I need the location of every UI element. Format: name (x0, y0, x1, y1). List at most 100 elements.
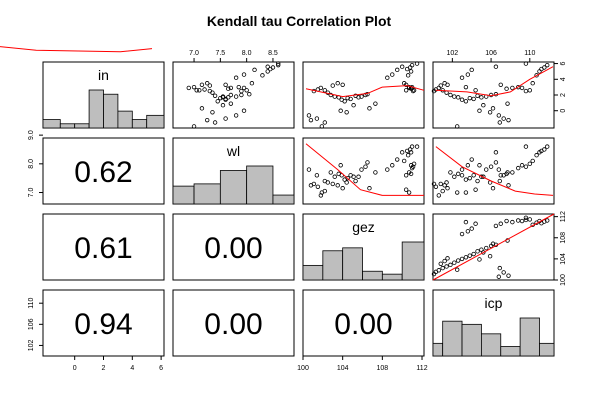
point-wl-icp-29 (431, 181, 437, 187)
point-wl-gez-4 (405, 153, 411, 158)
point-wl-icp-42 (501, 173, 506, 178)
point-in-icp-7 (523, 88, 529, 94)
point-wl-icp-37 (469, 157, 474, 162)
point-in-icp-30 (473, 88, 478, 93)
point-gez-icp-29 (431, 271, 437, 277)
point-gez-icp-9 (515, 218, 521, 223)
point-in-gez-38 (399, 64, 405, 69)
smooth-line-in-wl (0, 46, 153, 53)
point-in-icp-11 (504, 86, 509, 91)
left-tick-label-icp-1: 106 (28, 318, 35, 330)
point-in-icp-46 (506, 117, 511, 123)
correlation-gez-in: 0.61 (74, 232, 132, 265)
point-gez-icp-7 (523, 217, 529, 223)
point-gez-icp-41 (496, 274, 502, 279)
point-in-wl-8 (241, 85, 247, 91)
point-in-wl-36 (241, 72, 247, 77)
point-wl-gez-42 (314, 173, 320, 178)
point-gez-icp-22 (455, 258, 461, 263)
point-wl-icp-23 (452, 174, 457, 179)
point-in-wl-35 (233, 75, 239, 80)
point-in-icp-42 (501, 116, 506, 121)
point-in-icp-48 (455, 124, 460, 129)
point-in-gez-18 (348, 96, 353, 102)
tick-label-icp-1: 106 (485, 50, 497, 57)
histogram-bar-in-3 (88, 89, 104, 129)
point-in-gez-35 (385, 75, 390, 80)
point-in-gez-12 (403, 82, 409, 87)
point-in-gez-2 (404, 66, 410, 72)
point-in-wl-27 (186, 85, 191, 91)
histogram-bar-in-2 (74, 123, 90, 129)
point-in-wl-10 (228, 85, 234, 91)
point-in-wl-5 (249, 81, 255, 86)
point-wl-gez-40 (338, 163, 343, 168)
point-gez-icp-26 (440, 265, 445, 271)
right-tick-label-in-0: 0 (560, 109, 567, 113)
tick-label-gez-1: 104 (337, 365, 349, 372)
point-in-wl-3 (265, 69, 270, 74)
point-wl-icp-25 (444, 180, 449, 185)
point-in-icp-43 (497, 120, 502, 125)
point-gez-icp-19 (467, 253, 472, 258)
point-wl-gez-41 (306, 167, 312, 172)
point-wl-gez-28 (315, 184, 321, 189)
point-gez-icp-11 (504, 218, 509, 224)
smooth-line-gez-icp (432, 213, 555, 281)
point-in-wl-17 (212, 93, 218, 98)
point-in-wl-41 (233, 113, 239, 118)
histogram-bar-icp-1 (442, 320, 463, 357)
point-in-icp-49 (505, 101, 510, 106)
histogram-bar-wl-1 (193, 183, 221, 205)
point-gez-icp-47 (490, 241, 496, 246)
point-wl-gez-34 (330, 181, 335, 187)
point-gez-icp-45 (481, 250, 486, 255)
point-in-gez-37 (395, 67, 400, 73)
point-in-icp-45 (481, 103, 486, 108)
point-in-wl-32 (199, 82, 205, 87)
correlation-icp-gez: 0.00 (334, 308, 392, 341)
panel-icp-wl (172, 289, 295, 357)
tick-label-icp-2: 110 (524, 50, 535, 57)
tick-label-wl-3: 8.5 (268, 50, 278, 57)
tick-label-in-0: 0 (73, 365, 77, 372)
correlation-gez-wl: 0.00 (204, 232, 262, 265)
point-wl-gez-5 (401, 158, 407, 164)
histogram-bar-in-4 (103, 93, 119, 129)
panel-grid: in wl gez icp 0.62 0.61 0.00 0.94 0.00 0.00 7.0 7.5… (0, 46, 567, 372)
point-gez-icp-38 (493, 223, 499, 229)
point-in-icp-19 (467, 95, 472, 101)
point-in-icp-6 (527, 88, 532, 93)
point-wl-icp-48 (455, 190, 460, 195)
panel-icp-gez (302, 289, 425, 357)
tick-label-gez-0: 100 (297, 365, 309, 372)
point-in-wl-34 (207, 83, 213, 88)
point-in-wl-48 (191, 124, 197, 129)
point-wl-gez-12 (403, 173, 409, 178)
histogram-bar-icp-6 (539, 342, 555, 357)
point-wl-gez-24 (328, 170, 333, 175)
point-in-wl-2 (268, 66, 273, 72)
tick-label-in-3: 6 (159, 365, 163, 372)
point-in-wl-4 (260, 73, 265, 78)
point-in-wl-29 (207, 88, 213, 94)
point-gez-icp-44 (487, 253, 493, 259)
histogram-bar-in-0 (42, 119, 61, 129)
variable-label-gez: gez (352, 219, 375, 235)
smooth-line-wl-gez (305, 143, 424, 196)
point-wl-icp-34 (438, 181, 443, 187)
histogram-bar-wl-0 (172, 185, 195, 205)
tick-label-in-2: 4 (130, 365, 134, 372)
point-in-gez-13 (365, 92, 370, 97)
variable-label-in: in (98, 67, 109, 83)
point-in-icp-31 (463, 84, 469, 90)
point-in-gez-39 (414, 61, 420, 66)
point-wl-icp-33 (442, 183, 447, 188)
point-wl-icp-27 (436, 193, 442, 198)
point-wl-gez-9 (409, 165, 415, 171)
point-wl-icp-47 (490, 186, 496, 191)
histogram-bar-gez-3 (362, 270, 383, 281)
panel-icp-in (42, 289, 165, 357)
point-wl-icp-24 (448, 170, 453, 175)
